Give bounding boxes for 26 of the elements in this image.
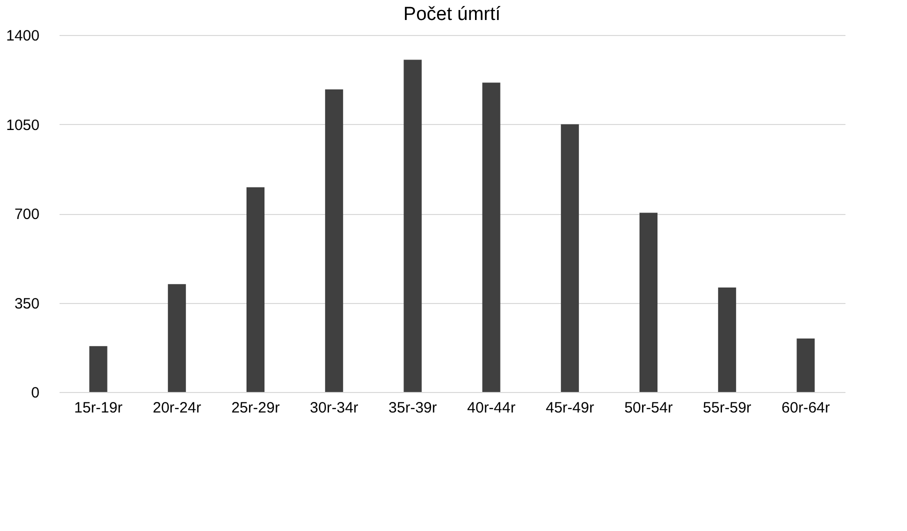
x-tick-label: 15r-19r xyxy=(74,400,122,416)
y-tick-label: 1400 xyxy=(6,28,40,44)
y-tick-label: 0 xyxy=(31,384,40,402)
bar xyxy=(482,82,500,392)
x-tick-label: 55r-59r xyxy=(702,400,752,416)
bar xyxy=(560,124,579,392)
bar xyxy=(718,287,736,392)
y-tick-label: 700 xyxy=(14,206,40,223)
bar xyxy=(168,284,186,392)
y-tick-label: 350 xyxy=(14,295,40,312)
bar xyxy=(640,212,658,392)
bar xyxy=(325,89,344,392)
x-tick-label: 40r-44r xyxy=(467,400,516,416)
x-tick-label: 20r-24r xyxy=(152,400,202,416)
bar xyxy=(246,187,264,392)
x-tick-label: 25r-29r xyxy=(231,400,280,416)
bar xyxy=(89,346,108,392)
x-tick-label: 50r-54r xyxy=(624,400,673,416)
bar xyxy=(404,60,422,392)
x-tick-label: 35r-39r xyxy=(388,400,437,416)
x-tick-label: 30r-34r xyxy=(310,400,358,416)
x-tick-label: 45r-49r xyxy=(546,400,594,416)
bar xyxy=(796,338,815,392)
x-tick-label: 60r-64r xyxy=(782,400,830,416)
y-tick-label: 1050 xyxy=(6,116,40,134)
chart-title: Počet úmrtí xyxy=(403,4,502,25)
